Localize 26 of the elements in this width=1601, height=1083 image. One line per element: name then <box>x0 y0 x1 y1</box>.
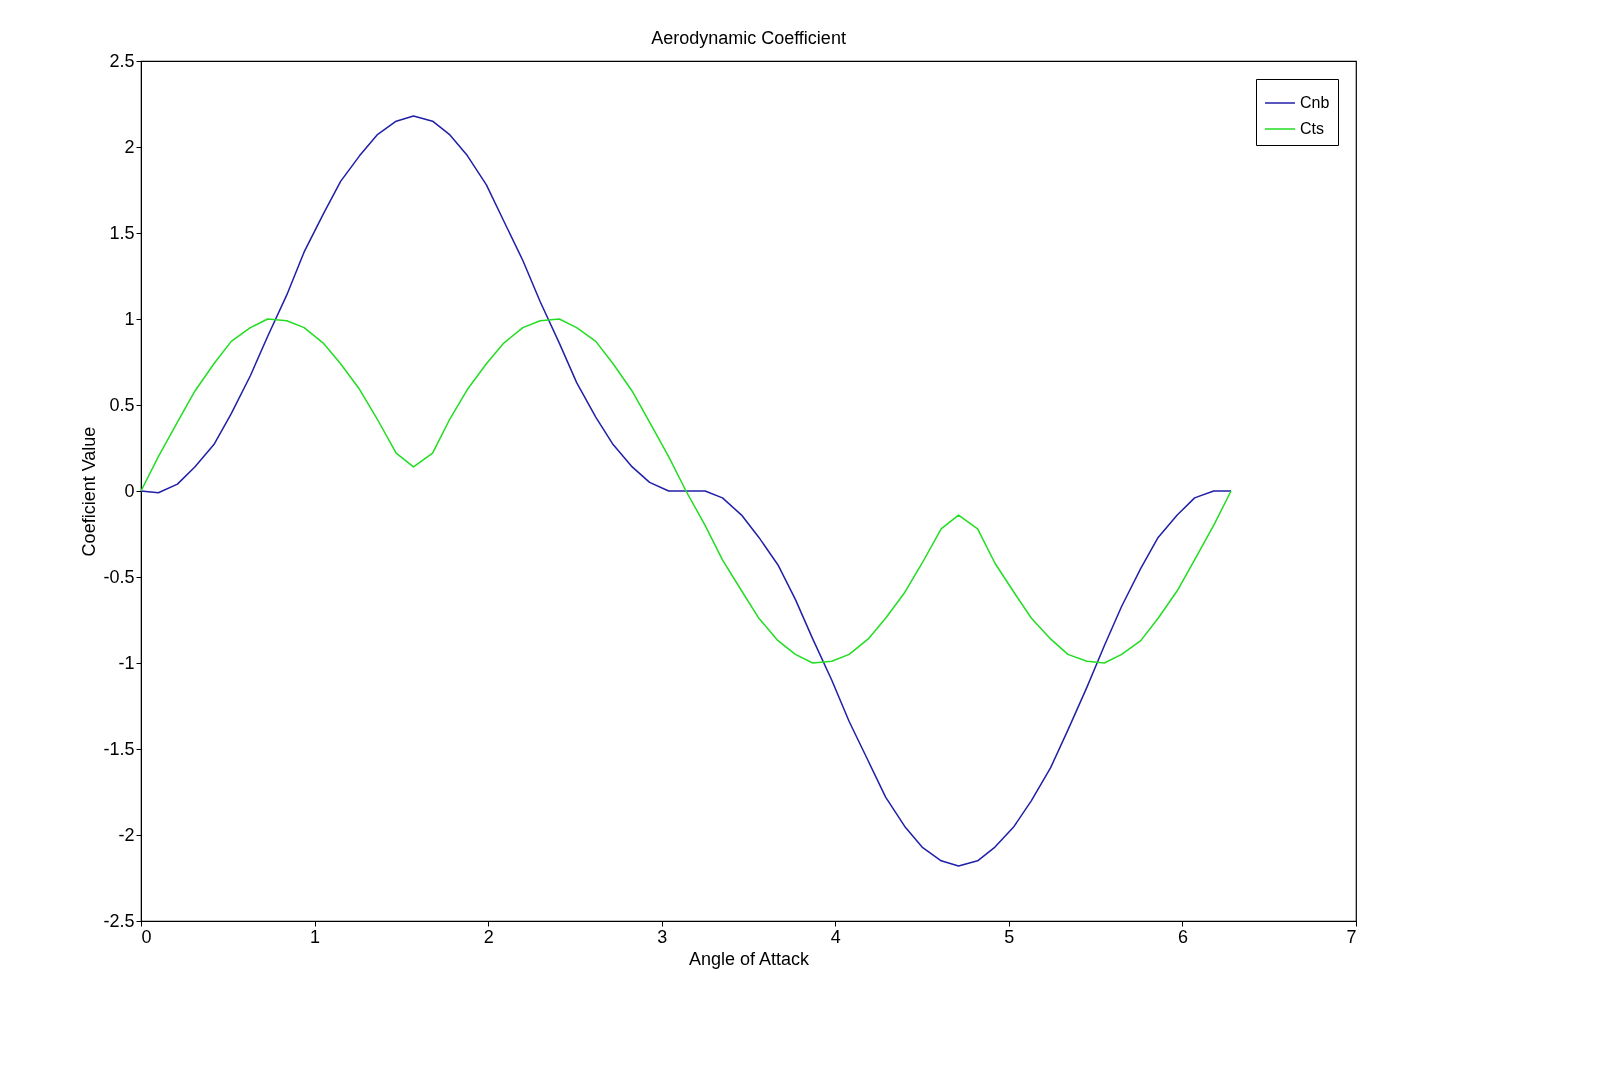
x-tick-label: 0 <box>141 926 152 947</box>
x-tick-label: 1 <box>310 926 321 947</box>
x-tick-label: 4 <box>830 926 841 947</box>
y-tick-label: 2.5 <box>109 50 135 71</box>
y-tick-label: -2 <box>118 824 135 845</box>
chart-title: Aerodynamic Coefficient <box>651 28 846 48</box>
y-tick-label: -0.5 <box>103 566 135 587</box>
y-tick-label: -2.5 <box>103 910 135 931</box>
x-tick-label: 7 <box>1346 926 1357 947</box>
x-tick-label: 5 <box>1004 926 1015 947</box>
x-tick-label: 2 <box>483 926 494 947</box>
line-series <box>140 115 1232 867</box>
x-tick-label: 6 <box>1177 926 1188 947</box>
y-tick-label: 0 <box>124 480 135 501</box>
y-tick-label: 1.5 <box>109 222 135 243</box>
y-tick-label: -1 <box>118 652 135 673</box>
x-axis-title: Angle of Attack <box>688 948 811 969</box>
y-tick-label: 0.5 <box>109 394 135 415</box>
line-series <box>140 318 1232 664</box>
y-tick-label: -1.5 <box>103 738 135 759</box>
y-axis-title: Coeficient Value <box>79 426 100 557</box>
y-tick-label: 1 <box>124 308 135 329</box>
x-tick-label: 3 <box>657 926 668 947</box>
legend-label: Cts <box>1300 120 1324 137</box>
y-tick-label: 2 <box>124 136 135 157</box>
legend-label: Cnb <box>1300 94 1330 111</box>
